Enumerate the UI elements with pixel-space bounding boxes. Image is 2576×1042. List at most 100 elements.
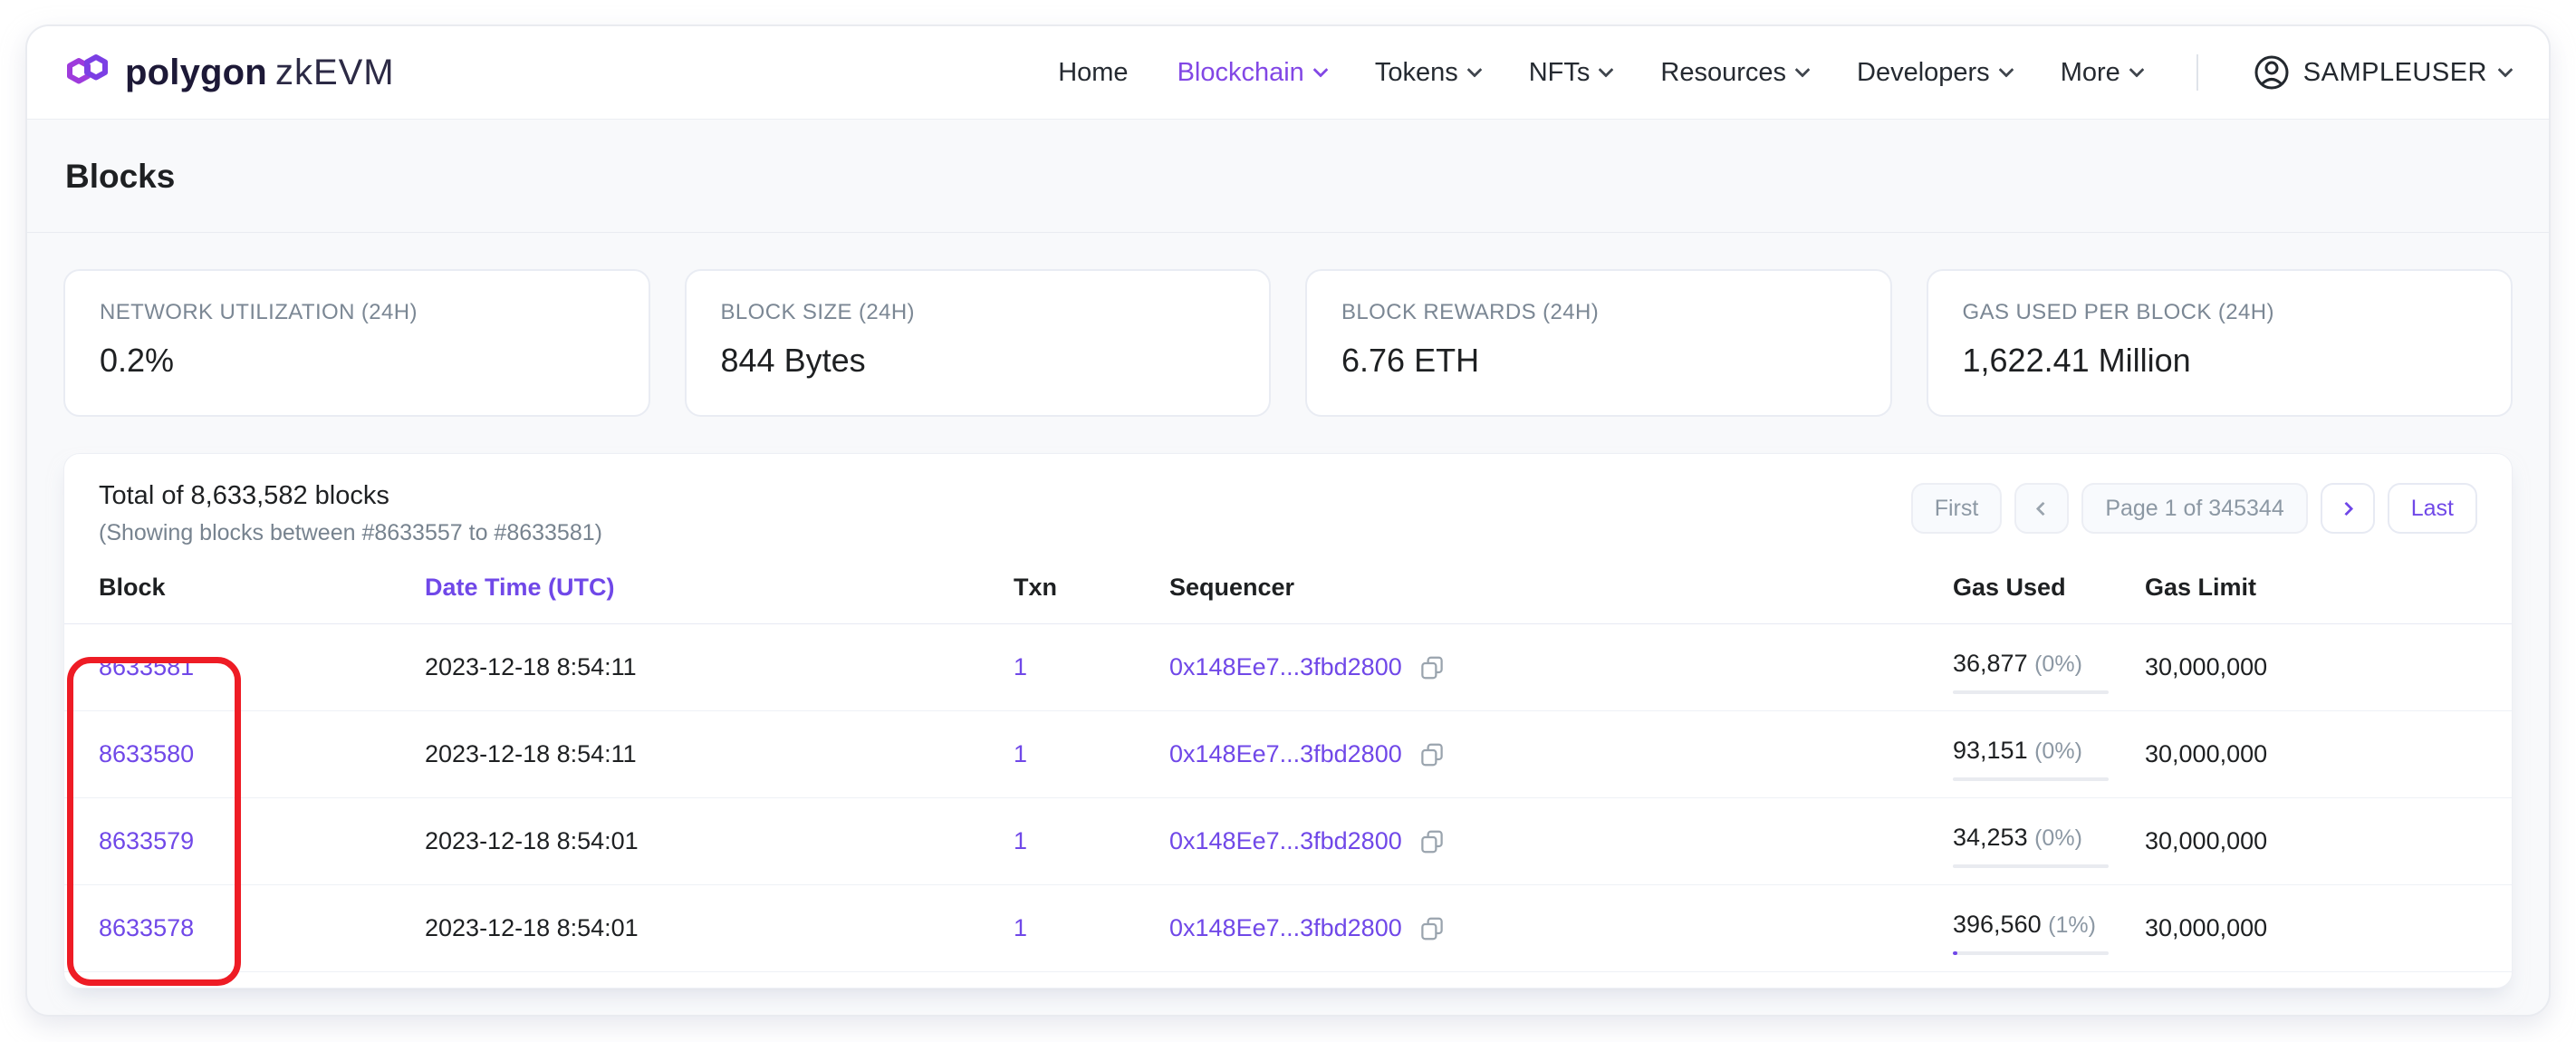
prev-page-button[interactable] bbox=[2014, 483, 2070, 534]
block-datetime: 2023-12-18 8:54:11 bbox=[425, 740, 637, 767]
page-title: Blocks bbox=[65, 158, 176, 195]
gas-used-percent: (1%) bbox=[2048, 912, 2096, 938]
chevron-down-icon bbox=[1312, 62, 1329, 78]
brand-logo[interactable]: polygon zkEVM bbox=[65, 52, 395, 93]
nav-menu: Home Blockchain Tokens NFTs Resources De… bbox=[1058, 53, 2514, 92]
nav-item-label: Tokens bbox=[1374, 57, 1458, 87]
totals-block: Total of 8,633,582 blocks (Showing block… bbox=[99, 481, 602, 546]
nav-item-resources[interactable]: Resources bbox=[1660, 57, 1811, 88]
gas-used-percent: (0%) bbox=[2034, 825, 2082, 851]
txn-count-link[interactable]: 1 bbox=[1014, 740, 1028, 767]
copy-icon[interactable] bbox=[1418, 741, 1446, 768]
stat-card-network-utilization: NETWORK UTILIZATION (24H) 0.2% bbox=[63, 269, 650, 417]
nav-item-label: Home bbox=[1058, 57, 1129, 87]
gas-used-progressbar bbox=[1953, 864, 2109, 868]
stat-label: NETWORK UTILIZATION (24H) bbox=[100, 300, 418, 324]
nav-item-blockchain[interactable]: Blockchain bbox=[1177, 57, 1329, 88]
copy-icon[interactable] bbox=[1418, 828, 1446, 855]
first-page-button[interactable]: First bbox=[1910, 483, 2003, 534]
total-blocks-text: Total of 8,633,582 blocks bbox=[99, 481, 389, 510]
chevron-down-icon bbox=[1598, 62, 1614, 78]
brand-wordmark: polygon zkEVM bbox=[125, 53, 395, 93]
stat-card-block-size: BLOCK SIZE (24H) 844 Bytes bbox=[684, 269, 1271, 417]
sequencer-address-link[interactable]: 0x148Ee7...3fbd2800 bbox=[1169, 914, 1402, 941]
navbar: polygon zkEVM Home Blockchain Tokens NFTs… bbox=[27, 26, 2549, 120]
nav-item-label: More bbox=[2060, 57, 2120, 87]
block-number-link[interactable]: 8633578 bbox=[99, 914, 195, 941]
gas-used-value: 34,253 bbox=[1953, 824, 2028, 851]
table-row: 8633578 2023-12-18 8:54:01 1 0x148Ee7...… bbox=[64, 885, 2512, 972]
page-heading-strip: Blocks bbox=[27, 120, 2549, 233]
sequencer-address-link[interactable]: 0x148Ee7...3fbd2800 bbox=[1169, 740, 1402, 767]
nav-divider bbox=[2196, 54, 2198, 91]
nav-item-label: NFTs bbox=[1528, 57, 1591, 87]
chevron-down-icon bbox=[1998, 62, 2014, 78]
stat-card-gas-used-per-block: GAS USED PER BLOCK (24H) 1,622.41 Millio… bbox=[1926, 269, 2513, 417]
gas-used-cell: 36,877 (0%) bbox=[1953, 641, 2145, 694]
col-header-gas-used: Gas Used bbox=[1953, 574, 2066, 601]
stat-label: BLOCK REWARDS (24H) bbox=[1341, 300, 1600, 324]
gas-limit-value: 30,000,000 bbox=[2145, 827, 2268, 854]
col-header-sequencer: Sequencer bbox=[1169, 574, 1295, 601]
block-datetime: 2023-12-18 8:54:01 bbox=[425, 914, 639, 941]
chevron-down-icon bbox=[1794, 62, 1811, 78]
blocks-table-panel: Total of 8,633,582 blocks (Showing block… bbox=[63, 453, 2513, 989]
col-header-block: Block bbox=[99, 574, 166, 601]
table-row: 8633580 2023-12-18 8:54:11 1 0x148Ee7...… bbox=[64, 711, 2512, 798]
txn-count-link[interactable]: 1 bbox=[1014, 827, 1028, 854]
copy-icon[interactable] bbox=[1418, 915, 1446, 942]
nav-item-home[interactable]: Home bbox=[1058, 58, 1128, 88]
chevron-left-icon bbox=[2036, 501, 2051, 516]
polygon-logo-icon bbox=[67, 54, 108, 84]
main-content: NETWORK UTILIZATION (24H) 0.2% BLOCK SIZ… bbox=[27, 233, 2549, 1015]
nav-item-label: Developers bbox=[1857, 57, 1990, 87]
nav-item-nfts[interactable]: NFTs bbox=[1528, 57, 1614, 88]
stat-label: BLOCK SIZE (24H) bbox=[720, 300, 915, 324]
user-name: SAMPLEUSER bbox=[2302, 57, 2487, 87]
brand-word-zkevm: zkEVM bbox=[274, 52, 395, 92]
gas-limit-value: 30,000,000 bbox=[2145, 653, 2268, 680]
copy-icon[interactable] bbox=[1418, 654, 1446, 681]
nav-item-tokens[interactable]: Tokens bbox=[1374, 57, 1483, 88]
user-menu[interactable]: SAMPLEUSER bbox=[2253, 53, 2514, 92]
table-row: 8633579 2023-12-18 8:54:01 1 0x148Ee7...… bbox=[64, 798, 2512, 885]
col-header-gas-limit: Gas Limit bbox=[2145, 574, 2257, 601]
gas-used-progressbar bbox=[1953, 777, 2109, 781]
txn-count-link[interactable]: 1 bbox=[1014, 914, 1028, 941]
txn-count-link[interactable]: 1 bbox=[1014, 653, 1028, 680]
col-header-txn: Txn bbox=[1014, 574, 1058, 601]
table-header-row: Block Date Time (UTC) Txn Sequencer Gas … bbox=[64, 546, 2512, 624]
block-datetime: 2023-12-18 8:54:11 bbox=[425, 653, 637, 680]
showing-range-text: (Showing blocks between #8633557 to #863… bbox=[99, 520, 602, 545]
stat-value: 6.76 ETH bbox=[1341, 342, 1480, 379]
brand-word-polygon: polygon bbox=[125, 52, 267, 92]
sequencer-address-link[interactable]: 0x148Ee7...3fbd2800 bbox=[1169, 653, 1402, 680]
stat-card-block-rewards: BLOCK REWARDS (24H) 6.76 ETH bbox=[1305, 269, 1892, 417]
gas-used-progressbar bbox=[1953, 690, 2109, 694]
col-header-datetime[interactable]: Date Time (UTC) bbox=[425, 574, 615, 601]
last-page-button[interactable]: Last bbox=[2387, 483, 2477, 534]
gas-used-cell: 396,560 (1%) bbox=[1953, 902, 2145, 955]
nav-item-developers[interactable]: Developers bbox=[1857, 57, 2014, 88]
next-page-button[interactable] bbox=[2320, 483, 2375, 534]
sequencer-address-link[interactable]: 0x148Ee7...3fbd2800 bbox=[1169, 827, 1402, 854]
gas-limit-value: 30,000,000 bbox=[2145, 914, 2268, 941]
gas-used-value: 396,560 bbox=[1953, 911, 2042, 938]
nav-item-more[interactable]: More bbox=[2060, 57, 2145, 88]
nav-item-label: Blockchain bbox=[1177, 57, 1304, 87]
pagination: First Page 1 of 345344 Last bbox=[1910, 483, 2477, 534]
gas-used-cell: 93,151 (0%) bbox=[1953, 728, 2145, 781]
app-frame: polygon zkEVM Home Blockchain Tokens NFTs… bbox=[25, 24, 2551, 1017]
block-number-link[interactable]: 8633580 bbox=[99, 740, 195, 767]
block-number-link[interactable]: 8633581 bbox=[99, 653, 195, 680]
gas-used-percent: (0%) bbox=[2034, 651, 2082, 677]
stat-value: 844 Bytes bbox=[720, 342, 866, 379]
chevron-down-icon bbox=[1466, 62, 1483, 78]
nav-item-label: Resources bbox=[1660, 57, 1786, 87]
block-number-link[interactable]: 8633579 bbox=[99, 827, 195, 854]
stat-cards-row: NETWORK UTILIZATION (24H) 0.2% BLOCK SIZ… bbox=[63, 269, 2513, 417]
chevron-down-icon bbox=[2129, 62, 2145, 78]
stat-value: 1,622.41 Million bbox=[1962, 342, 2191, 379]
gas-used-value: 93,151 bbox=[1953, 737, 2028, 764]
